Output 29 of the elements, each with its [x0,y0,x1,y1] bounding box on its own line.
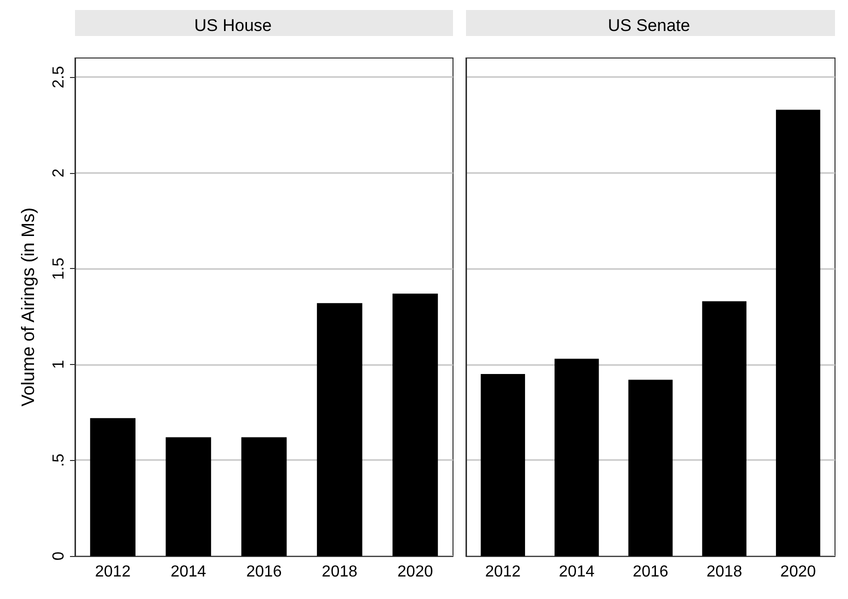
bar [480,374,526,556]
y-tick-label: .5 [50,453,68,467]
bar [554,358,599,556]
bar [776,110,820,556]
bar [166,437,212,556]
y-tick-label: 2 [50,168,68,178]
bar [628,380,673,556]
x-tick-label: 2020 [397,564,434,580]
x-tick-label: 2014 [558,564,595,580]
y-tick-label: 1 [50,360,68,369]
x-tick-label: 2012 [95,564,131,580]
x-tick-label: 2016 [632,564,668,580]
y-tick-label: 2.5 [50,66,68,88]
bar [702,301,746,556]
y-tick-label: 0 [50,551,68,560]
x-tick-label: 2018 [322,564,358,580]
bar [316,303,362,556]
x-tick-label: 2012 [485,564,521,580]
x-tick-label: 2020 [780,564,816,580]
x-tick-label: 2014 [170,564,206,580]
bar [241,437,287,556]
y-axis-title: Volume of Airings (in Ms) [18,207,38,407]
x-tick-label: 2018 [706,564,742,580]
x-tick-label: 2016 [246,564,282,580]
y-tick-label: 1.5 [50,257,68,280]
chart-title: US Senate [608,16,690,35]
bar [90,418,136,556]
bar [392,294,438,556]
chart-title: US House [194,16,272,35]
